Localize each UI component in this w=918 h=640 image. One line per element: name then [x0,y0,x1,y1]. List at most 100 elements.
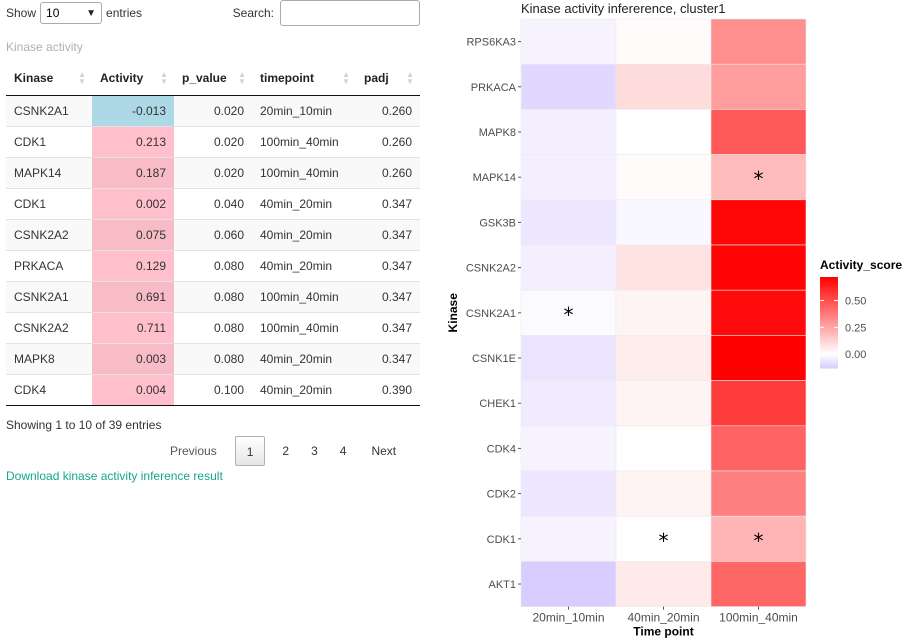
heatmap-cell-rps6ka3-100min_40min [710,18,807,65]
heatmap-cell-cdk4-100min_40min [710,425,807,472]
heatmap-cell-gsk3b-20min_10min [520,199,617,246]
cell-padj: 0.347 [356,218,420,250]
legend-tick-label: 0.50 [845,296,866,308]
cell-padj: 0.260 [356,94,420,126]
legend-color-step [820,342,838,346]
sort-icon: ▲ ▼ [78,70,86,86]
search-label: Search: [232,6,274,20]
legend-color-step [820,322,838,326]
y-tick-label: RPS6KA3 [466,37,516,49]
cell-activity: 0.003 [92,342,174,374]
cell-timepoint: 100min_40min [252,280,356,312]
column-label: p_value [182,71,227,86]
heatmap-cell-cdk2-20min_10min [520,470,617,517]
page-button-4[interactable]: 4 [339,444,347,458]
y-tick-label: PRKACA [471,82,517,94]
cell-activity: 0.711 [92,311,174,343]
table-row[interactable]: PRKACA 0.129 0.080 40min_20min 0.347 [6,249,420,281]
table-row[interactable]: CSNK2A1 -0.013 0.020 20min_10min 0.260 [6,94,420,126]
heatmap-cell-mapk8-100min_40min [710,109,807,155]
heatmap-cell-mapk14-40min_20min [615,154,712,201]
significance-mark: * [564,303,574,327]
legend-color-step [820,352,838,355]
legend-color-step [820,338,838,342]
cell-timepoint: 40min_20min [252,218,356,250]
column-header-padj[interactable]: padj ▲ ▼ [356,62,420,96]
cell-p-value: 0.020 [174,156,252,188]
table-row[interactable]: CSNK2A1 0.691 0.080 100min_40min 0.347 [6,280,420,312]
legend-color-step [820,331,838,335]
legend-color-step [820,347,838,351]
heatmap-cell-gsk3b-40min_20min [615,199,712,246]
cell-activity: 0.691 [92,280,174,312]
legend-color-step [820,324,838,328]
heatmap-cell-mapk8-20min_10min [520,109,617,155]
y-tick-label: CHEK1 [479,398,516,410]
sort-icon: ▲ ▼ [342,70,350,86]
page-button-2[interactable]: 2 [282,444,290,458]
legend-color-step [820,329,838,333]
kinase-activity-table: Kinase ▲ ▼ Activity ▲ ▼ p_value ▲ ▼ timepoi… [6,62,420,406]
legend-color-step [820,358,838,362]
legend-color-step [820,336,838,340]
table-row[interactable]: CDK1 0.002 0.040 40min_20min 0.347 [6,187,420,219]
table-caption: Kinase activity [6,40,83,54]
legend-color-step [820,283,838,287]
legend-color-step [820,292,838,296]
table-row[interactable]: MAPK8 0.003 0.080 40min_20min 0.347 [6,342,420,374]
y-tick-label: CSNK2A1 [466,308,516,320]
heatmap-cell-cdk1-40min_20min [615,515,712,562]
cell-p-value: 0.080 [174,311,252,343]
heatmap-cell-csnk2a2-40min_20min [615,244,712,291]
cell-activity: 0.187 [92,156,174,188]
heatmap-cell-akt1-100min_40min [710,561,807,607]
chevron-down-icon: ▼ [86,7,97,19]
y-tick-label: AKT1 [488,579,516,591]
cell-p-value: 0.060 [174,218,252,250]
heatmap-cell-cdk4-20min_10min [520,425,617,472]
cell-kinase: CSNK2A1 [6,280,92,312]
cell-padj: 0.347 [356,311,420,343]
legend-color-step [820,313,838,317]
cell-activity: 0.075 [92,218,174,250]
column-header-kinase[interactable]: Kinase ▲ ▼ [6,62,92,96]
previous-page-button[interactable]: Previous [170,444,217,458]
cell-kinase: CDK4 [6,373,92,406]
y-tick-label: CDK1 [487,534,516,546]
download-link[interactable]: Download kinase activity inference resul… [6,469,223,483]
heatmap-cell-csnk1e-40min_20min [615,335,712,381]
table-row[interactable]: CSNK2A2 0.075 0.060 40min_20min 0.347 [6,218,420,250]
search-control: Search: [233,0,420,26]
legend-color-step [820,290,838,294]
search-input[interactable] [280,0,420,26]
table-row[interactable]: CSNK2A2 0.711 0.080 100min_40min 0.347 [6,311,420,343]
cell-padj: 0.347 [356,187,420,219]
heatmap-cell-csnk2a2-20min_10min [520,244,617,291]
heatmap-cell-mapk14-20min_10min [520,154,617,201]
heatmap-cell-mapk14-100min_40min [710,154,807,201]
heatmap-cell-csnk2a2-100min_40min [710,244,807,291]
legend-color-step [820,354,838,358]
page-button-3[interactable]: 3 [311,444,318,458]
y-tick-label: MAPK14 [473,172,516,184]
x-tick-label: 20min_10min [532,611,604,625]
column-header-p-value[interactable]: p_value ▲ ▼ [174,62,252,96]
table-row[interactable]: CDK4 0.004 0.100 40min_20min 0.390 [6,373,420,406]
page-button-1[interactable]: 1 [234,436,266,466]
legend-color-step [820,281,838,285]
column-header-timepoint[interactable]: timepoint ▲ ▼ [252,62,356,96]
cell-activity: 0.004 [92,373,174,406]
cell-timepoint: 100min_40min [252,311,356,343]
legend-tick-label: 0.25 [845,322,866,334]
cell-kinase: CDK1 [6,125,92,157]
next-page-button[interactable]: Next [371,444,397,458]
heatmap-cell-cdk2-40min_20min [615,470,712,517]
chart-title: Kinase activity infererence, cluster1 [521,1,725,16]
y-tick-label: CSNK1E [472,353,516,365]
table-row[interactable]: CDK1 0.213 0.020 100min_40min 0.260 [6,125,420,157]
table-row[interactable]: MAPK14 0.187 0.020 100min_40min 0.260 [6,156,420,188]
legend-color-step [820,340,838,344]
heatmap-cell-csnk1e-20min_10min [520,335,617,381]
column-header-activity[interactable]: Activity ▲ ▼ [92,62,174,96]
page-length-select[interactable]: 10 ▼ [40,2,103,24]
